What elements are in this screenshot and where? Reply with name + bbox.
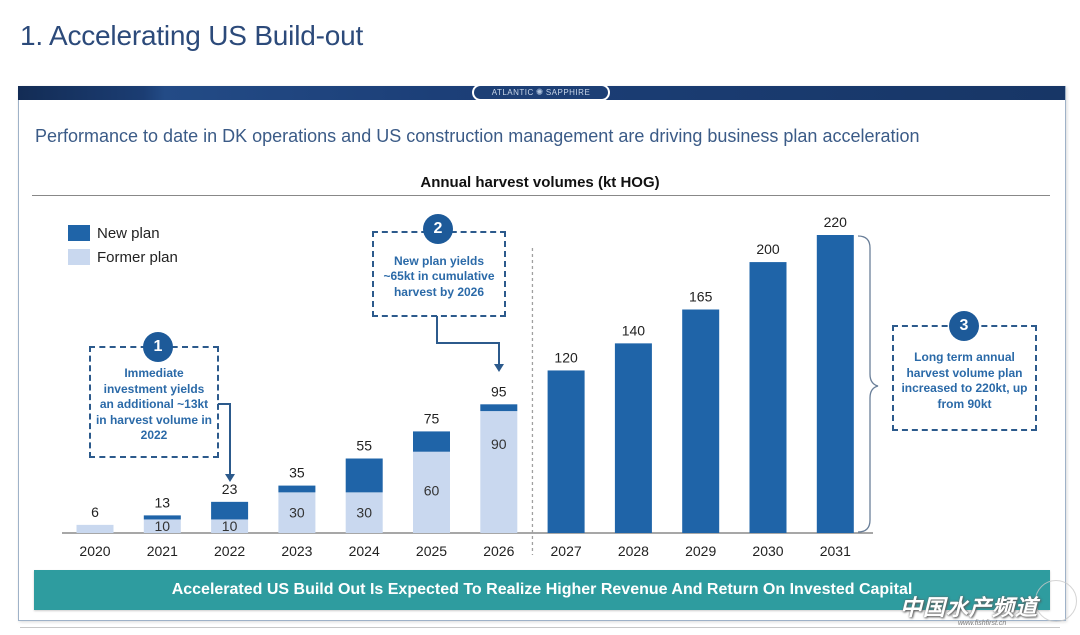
x-tick-label-2025: 2025 — [416, 543, 447, 559]
callout-badge-1: 1 — [143, 332, 173, 362]
bar-new-plan-2029 — [682, 309, 720, 533]
brand-right: SAPPHIRE — [545, 88, 591, 97]
x-tick-label-2027: 2027 — [551, 543, 582, 559]
chart-legend: New plan Former plan — [68, 221, 178, 269]
slide-frame — [18, 86, 1066, 621]
legend-item-new-plan: New plan — [68, 221, 178, 245]
total-label-2022: 23 — [222, 481, 238, 497]
x-tick-label-2022: 2022 — [214, 543, 245, 559]
watermark-globe-icon — [1035, 580, 1077, 622]
bar-former-plan-2026 — [480, 411, 518, 533]
bar-new-plan-2021 — [143, 515, 181, 520]
total-label-2031: 220 — [824, 214, 848, 230]
bar-former-plan-2020 — [76, 524, 114, 533]
watermark-url: www.fishfirst.cn — [958, 620, 1007, 627]
x-tick-label-2023: 2023 — [281, 543, 312, 559]
x-tick-label-2020: 2020 — [79, 543, 110, 559]
page-title: 1. Accelerating US Build-out — [20, 20, 364, 51]
total-label-2030: 200 — [756, 241, 780, 257]
x-tick-label-2021: 2021 — [147, 543, 178, 559]
bar-new-plan-2026 — [480, 404, 518, 412]
inner-label-2025: 60 — [424, 482, 440, 498]
bar-former-plan-2025 — [413, 451, 450, 533]
x-tick-label-2028: 2028 — [618, 543, 649, 559]
total-label-2023: 35 — [289, 465, 305, 481]
bar-new-plan-2025 — [413, 431, 450, 452]
total-label-2025: 75 — [424, 410, 440, 426]
inner-label-2026: 90 — [491, 436, 507, 452]
total-label-2024: 55 — [356, 438, 372, 454]
callout-box-1: Immediate investment yields an additiona… — [89, 346, 219, 458]
callout-1-text: Immediate investment yields an additiona… — [95, 366, 213, 443]
legend-label: New plan — [97, 224, 160, 242]
callout-2-arrowhead — [494, 364, 504, 372]
total-label-2020: 6 — [91, 504, 99, 520]
chart-title: Annual harvest volumes (kt HOG) — [420, 174, 660, 191]
bar-former-plan-2023 — [278, 492, 316, 533]
total-label-2027: 120 — [554, 349, 578, 365]
bar-new-plan-2022 — [211, 501, 249, 520]
inner-label-2022: 10 — [222, 518, 238, 534]
legend-swatch-former-plan — [68, 249, 90, 265]
callout-box-3: Long term annual harvest volume plan inc… — [892, 325, 1037, 431]
sapphire-star-icon: ✺ — [535, 87, 544, 97]
inner-label-2024: 30 — [356, 505, 372, 521]
bar-new-plan-2023 — [278, 485, 316, 493]
slide-subtitle: Performance to date in DK operations and… — [35, 126, 920, 146]
callout-1-arrowhead — [225, 474, 235, 482]
x-tick-label-2030: 2030 — [752, 543, 783, 559]
bar-former-plan-2022 — [211, 519, 249, 533]
callout-badge-3: 3 — [949, 311, 979, 341]
total-label-2028: 140 — [622, 322, 646, 338]
legend-label: Former plan — [97, 248, 178, 266]
bar-new-plan-2028 — [614, 343, 652, 533]
bar-former-plan-2024 — [345, 492, 383, 533]
callout-1-arrow — [218, 403, 231, 476]
bar-new-plan-2030 — [749, 262, 787, 533]
callout-3-text: Long term annual harvest volume plan inc… — [901, 350, 1028, 411]
bar-new-plan-2024 — [345, 458, 383, 493]
legend-item-former-plan: Former plan — [68, 245, 178, 269]
total-label-2026: 95 — [491, 383, 507, 399]
callout-2-arrow — [436, 316, 500, 366]
x-tick-label-2031: 2031 — [820, 543, 851, 559]
conclusion-banner: Accelerated US Build Out Is Expected To … — [34, 570, 1050, 610]
long-term-brace — [857, 235, 879, 533]
title-divider — [32, 195, 1050, 196]
brand-logo: ATLANTIC ✺ SAPPHIRE — [472, 84, 610, 101]
watermark-text: 中国水产频道 — [900, 595, 1039, 620]
inner-label-2021: 10 — [155, 518, 171, 534]
legend-swatch-new-plan — [68, 225, 90, 241]
x-tick-label-2029: 2029 — [685, 543, 716, 559]
brand-left: ATLANTIC — [491, 88, 534, 97]
bar-former-plan-2021 — [143, 519, 181, 533]
callout-badge-2: 2 — [423, 214, 453, 244]
x-tick-label-2026: 2026 — [483, 543, 514, 559]
callout-2-text: New plan yields ~65kt in cumulative harv… — [383, 253, 495, 299]
total-label-2021: 13 — [155, 494, 171, 510]
x-tick-label-2024: 2024 — [349, 543, 380, 559]
bar-new-plan-2031 — [816, 235, 854, 533]
total-label-2029: 165 — [689, 289, 713, 305]
bottom-divider — [20, 627, 1060, 628]
bar-new-plan-2027 — [547, 370, 585, 533]
inner-label-2023: 30 — [289, 505, 305, 521]
